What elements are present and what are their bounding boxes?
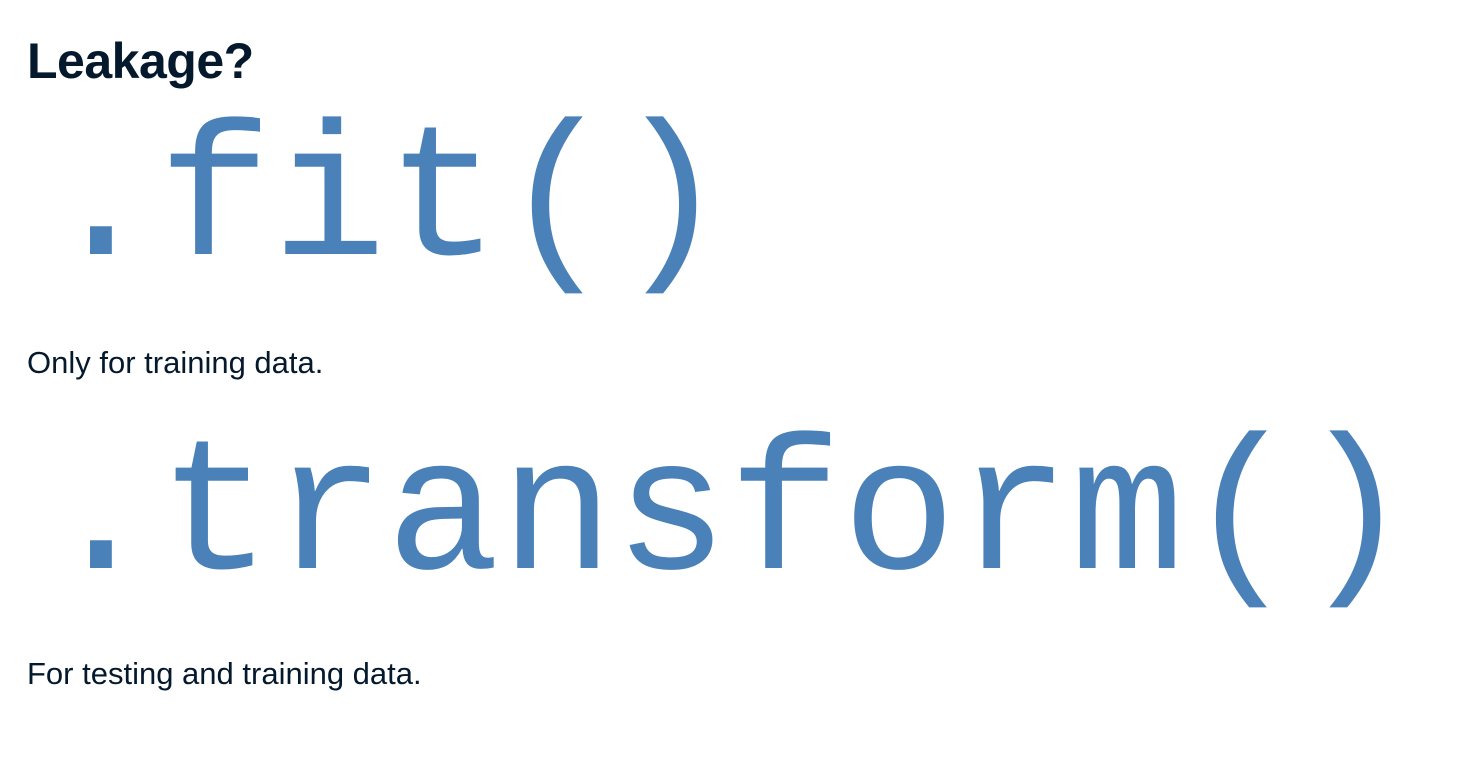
transform-method-label: .transform() — [44, 411, 1413, 626]
fit-method-description: Only for training data. — [27, 345, 324, 380]
transform-method-description: For testing and training data. — [27, 656, 422, 691]
fit-method-label: .fit() — [44, 97, 729, 312]
slide-title: Leakage? — [27, 33, 254, 89]
